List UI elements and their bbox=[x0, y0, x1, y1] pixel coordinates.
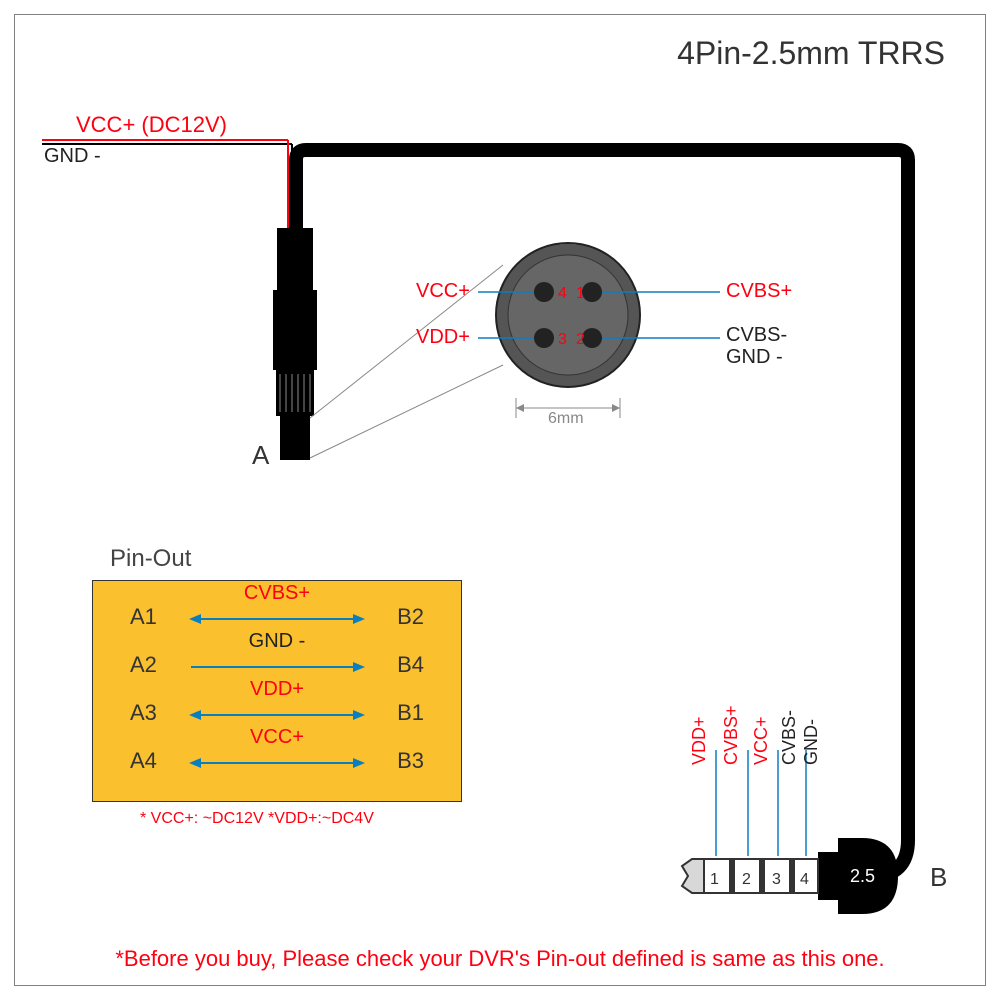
pinout-mid-2: GND - bbox=[249, 630, 306, 653]
label-cvbs-minus: CVBS- bbox=[726, 324, 787, 347]
label-cvbs-plus: CVBS+ bbox=[726, 280, 792, 303]
jack-label-vdd: VDD+ bbox=[689, 716, 710, 765]
outer-frame bbox=[14, 14, 986, 986]
pinout-b1: B1 bbox=[397, 700, 424, 726]
jack-label-cvbs: CVBS+ bbox=[721, 705, 742, 765]
pinout-note: * VCC+: ~DC12V *VDD+:~DC4V bbox=[140, 810, 374, 828]
pinout-a2: A2 bbox=[130, 652, 157, 678]
pinout-a1: A1 bbox=[130, 604, 157, 630]
page-title: 4Pin-2.5mm TRRS bbox=[677, 35, 945, 72]
jack-label-vcc: VCC+ bbox=[751, 716, 772, 765]
pinout-row-4: A4 VCC+ B3 bbox=[130, 748, 424, 774]
label-vcc-plus: VCC+ bbox=[416, 280, 470, 303]
footer-warning: *Before you buy, Please check your DVR's… bbox=[0, 946, 1000, 972]
pinout-mid-4: VCC+ bbox=[250, 726, 304, 749]
pinout-a4: A4 bbox=[130, 748, 157, 774]
label-gnd-top: GND - bbox=[44, 145, 101, 168]
label-A: A bbox=[252, 440, 269, 471]
pinout-b2: B2 bbox=[397, 604, 424, 630]
pinout-title: Pin-Out bbox=[110, 545, 191, 573]
pinout-row-3: A3 VDD+ B1 bbox=[130, 700, 424, 726]
label-vdd-plus: VDD+ bbox=[416, 326, 470, 349]
pinout-mid-3: VDD+ bbox=[250, 678, 304, 701]
label-B: B bbox=[930, 862, 947, 893]
label-gnd-right: GND - bbox=[726, 346, 783, 369]
pinout-row-2: A2 GND - B4 bbox=[130, 652, 424, 678]
pinout-a3: A3 bbox=[130, 700, 157, 726]
label-6mm: 6mm bbox=[548, 410, 584, 428]
pinout-b4: B4 bbox=[397, 652, 424, 678]
pinout-row-1: A1 CVBS+ B2 bbox=[130, 604, 424, 630]
jack-label-cvbsminus: CVBS- bbox=[779, 710, 800, 765]
pinout-mid-1: CVBS+ bbox=[244, 582, 310, 605]
jack-label-gndminus: GND- bbox=[801, 719, 822, 765]
label-vcc-dc12v: VCC+ (DC12V) bbox=[76, 112, 227, 138]
pinout-b3: B3 bbox=[397, 748, 424, 774]
